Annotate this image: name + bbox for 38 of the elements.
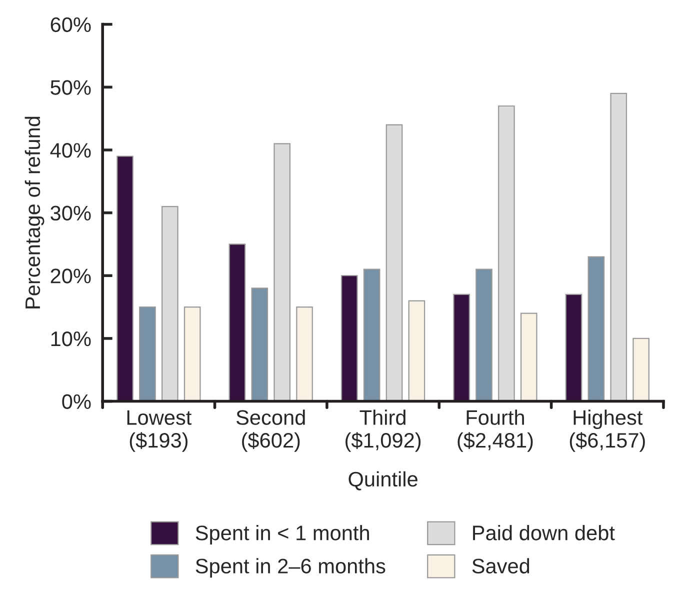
bar (274, 143, 290, 402)
bar (251, 288, 268, 402)
bar (632, 338, 650, 402)
y-tick-label: 50% (50, 80, 91, 95)
legend-label: Paid down debt (473, 525, 615, 540)
bar (476, 268, 492, 402)
y-tick-label: 10% (51, 331, 91, 346)
y-tick-label: 0% (62, 394, 91, 410)
bar (340, 275, 358, 402)
x-tick-label: Highest ($6,157) (570, 410, 645, 452)
y-axis-title: Percentage of refund (24, 116, 44, 308)
bar (588, 256, 605, 402)
x-axis-title: Quintile (348, 471, 418, 490)
bar (139, 306, 156, 402)
x-tick-label: Fourth ($2,481) (458, 410, 533, 452)
bar (408, 300, 426, 402)
bar (453, 294, 470, 402)
y-tick-label: 30% (50, 206, 91, 221)
legend-label: Spent in < 1 month (196, 525, 369, 544)
bar (498, 105, 515, 402)
legend-label: Spent in 2–6 months (196, 558, 386, 578)
y-tick-label: 40% (50, 142, 91, 158)
bar (296, 306, 313, 402)
x-tick-label: Second ($602) (236, 410, 305, 452)
x-tick-label: Third ($1,092) (346, 410, 421, 452)
legend-label: Saved (472, 558, 530, 574)
bar (386, 124, 403, 402)
y-tick-label: 60% (50, 17, 91, 32)
bar (520, 312, 538, 402)
bar (565, 294, 582, 402)
y-tick-label: 20% (50, 268, 91, 284)
bar (228, 244, 246, 402)
bar (184, 306, 201, 402)
bar (363, 268, 380, 402)
bar (610, 92, 628, 402)
x-tick-label: Lowest ($193) (127, 410, 192, 452)
bar (162, 206, 178, 402)
bar (116, 156, 134, 402)
